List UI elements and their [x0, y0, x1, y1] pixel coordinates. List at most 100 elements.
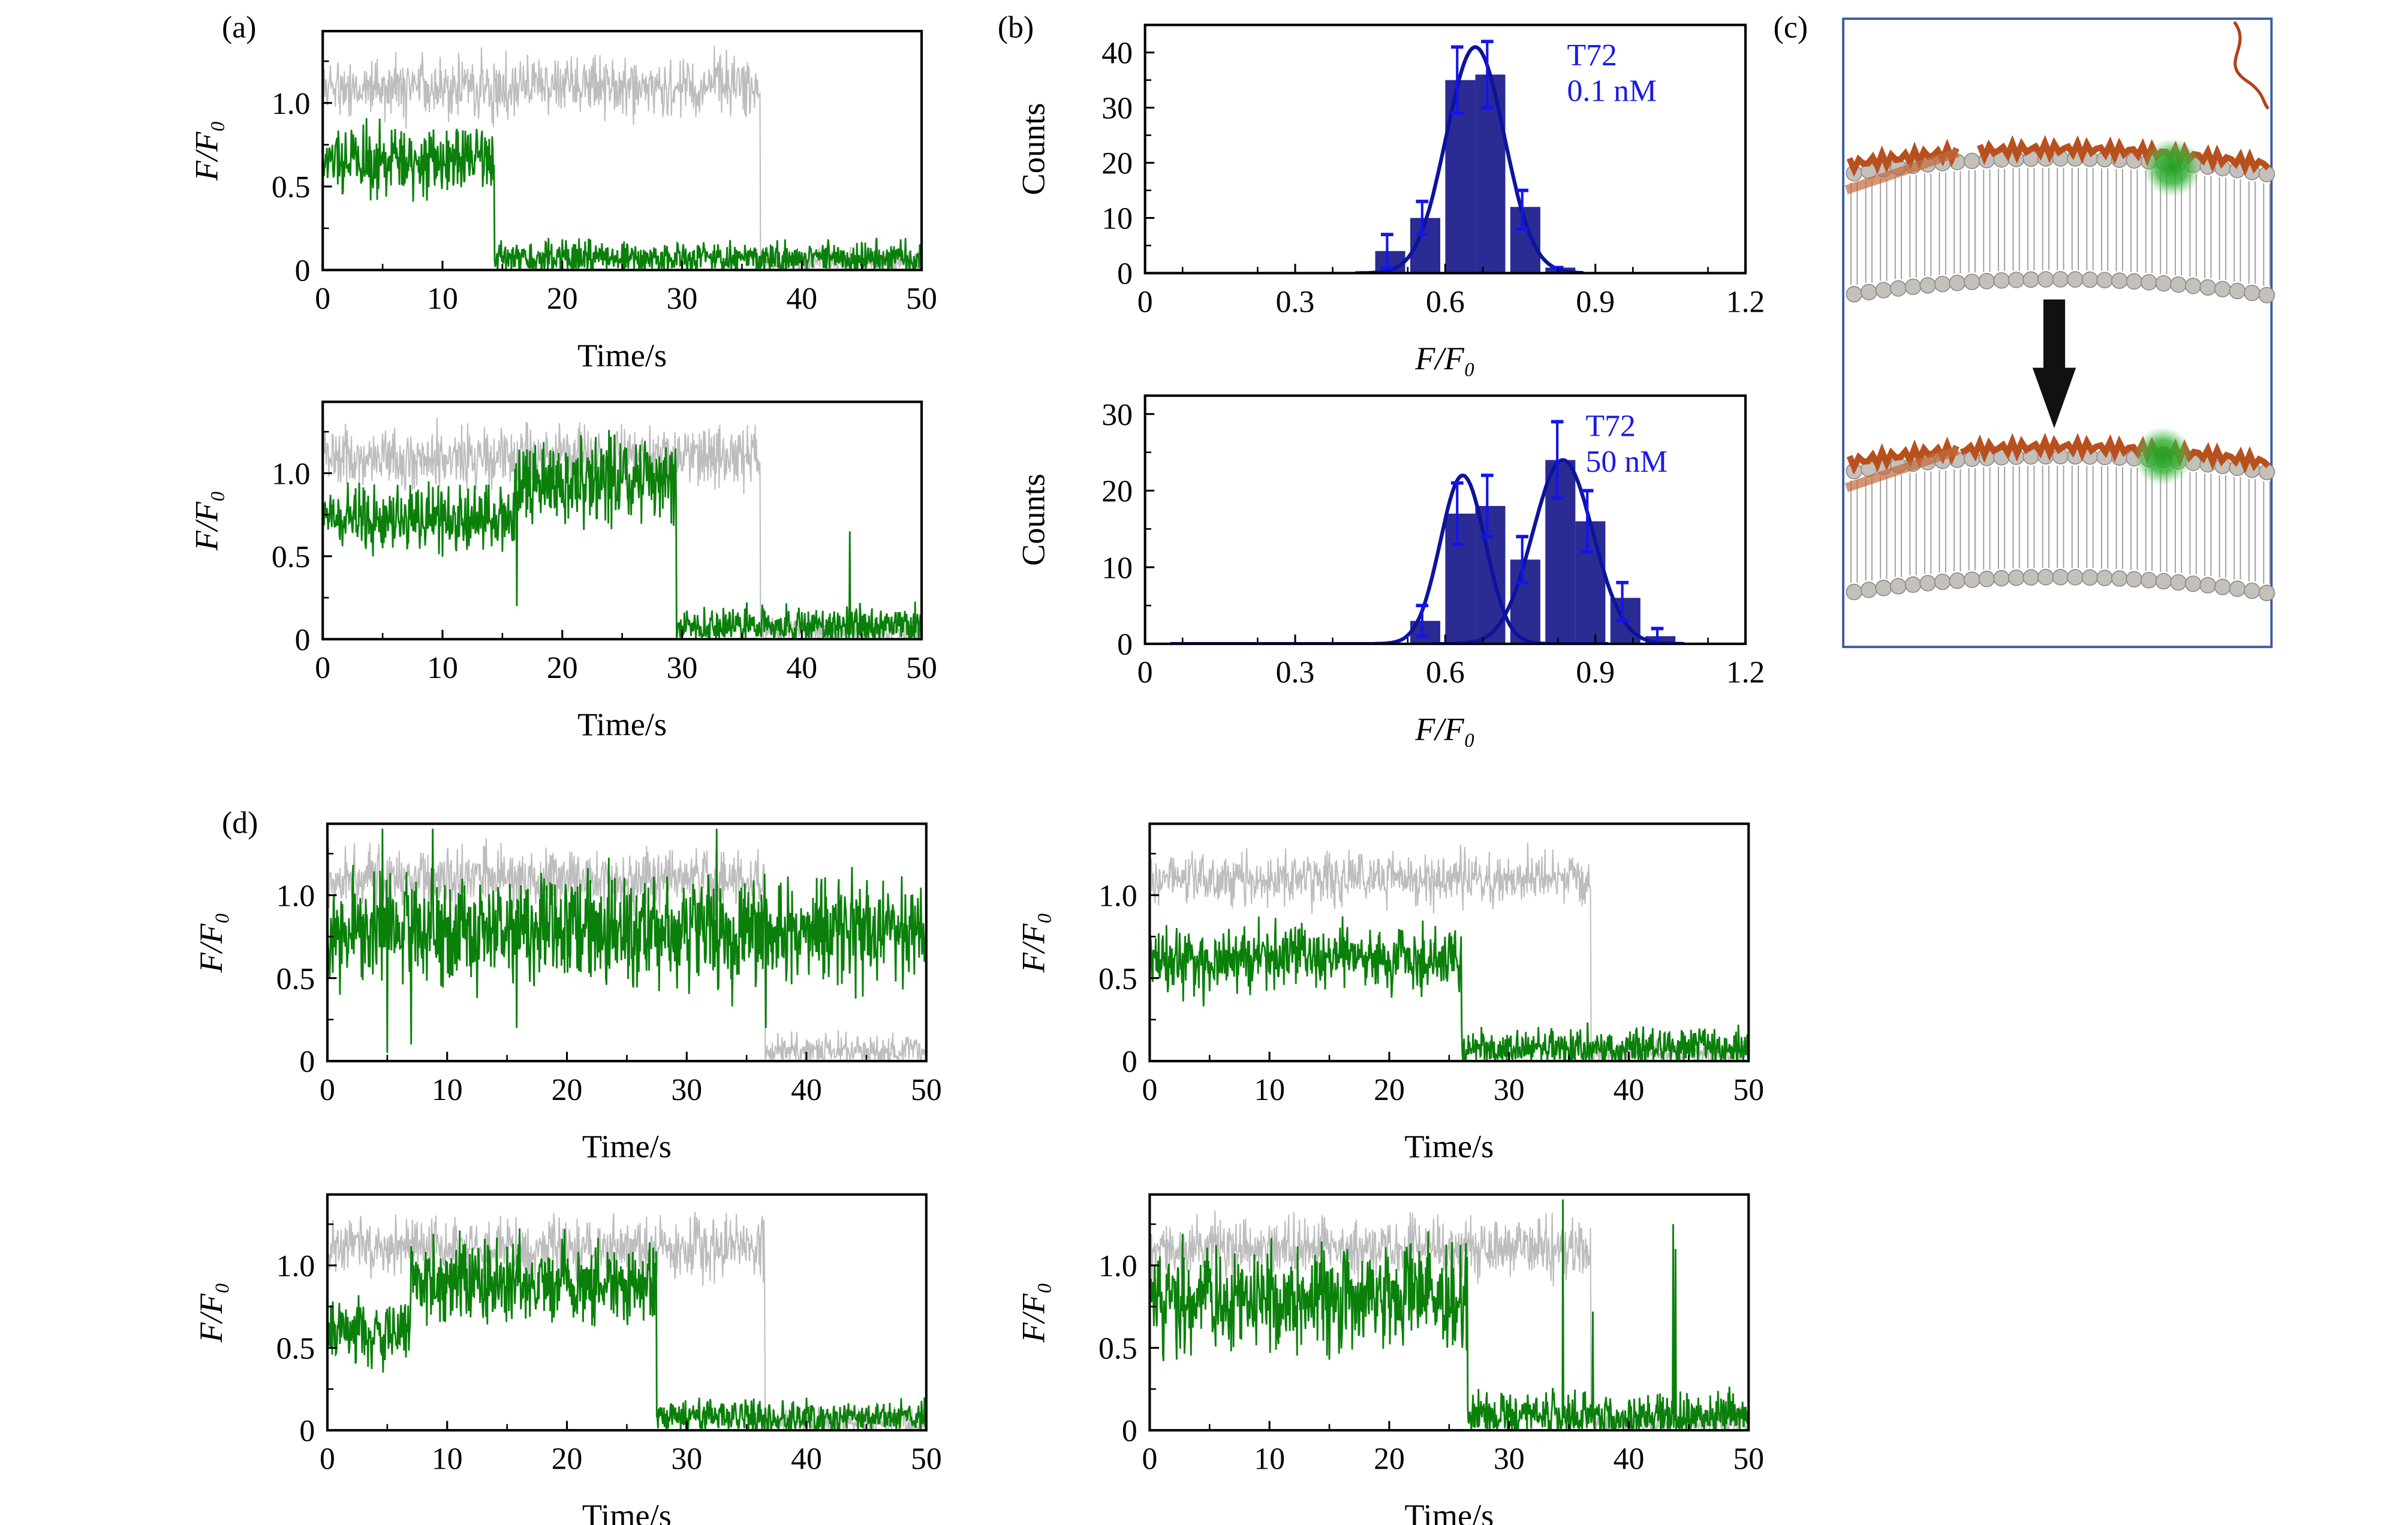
x-tick-label: 30 [1494, 1073, 1525, 1107]
error-bar [1516, 188, 1529, 231]
x-tick-label: 0 [1142, 1073, 1157, 1107]
fluorescence-trace-green [1149, 1199, 1749, 1430]
lipid-head [2155, 572, 2172, 590]
x-axis-label: F/F₀ [1414, 711, 1475, 747]
lipid-head [1993, 569, 2010, 587]
x-tick-label: 20 [547, 651, 578, 685]
lipid-head [2126, 571, 2142, 588]
peptide-helix [1846, 432, 2271, 475]
y-tick-label: 0 [1122, 1414, 1137, 1448]
error-bar [1651, 626, 1664, 644]
plot-area [1149, 1199, 1749, 1430]
y-axis-label: F/F₀ [1015, 912, 1051, 973]
y-tick-label: 0.5 [272, 540, 311, 574]
peptide-helix [1846, 135, 2271, 177]
error-bar [1581, 489, 1594, 554]
x-axis-label: Time/s [577, 707, 667, 743]
chart-d4: 0 10 20 30 40 50 0 0.5 1.0 Time/s F/F₀ [1015, 1193, 1764, 1525]
fluorescence-trace-green [327, 828, 926, 1053]
plot-area [323, 46, 922, 270]
lipid-head [2170, 574, 2187, 591]
lipid-head [1964, 571, 1980, 588]
lipid-bilayer-illustration [1844, 135, 2275, 601]
lipid-head [2022, 271, 2039, 288]
x-tick-label: 0 [1137, 285, 1153, 319]
reference-trace-gray [327, 1211, 926, 1430]
x-tick-label: 0 [315, 282, 330, 316]
x-tick-label: 50 [1733, 1073, 1764, 1107]
lipid-head [2081, 569, 2099, 586]
x-tick-label: 30 [671, 1442, 702, 1476]
y-tick-label: 1.0 [276, 1249, 315, 1283]
y-tick-label: 0 [1122, 1045, 1137, 1079]
histogram-bar [1545, 460, 1576, 644]
error-bar [1480, 474, 1494, 538]
y-axis-label: F/F₀ [193, 1282, 229, 1343]
x-tick-label: 50 [906, 651, 937, 685]
lipid-head [2141, 274, 2157, 291]
x-axis-label: Time/s [582, 1497, 672, 1525]
y-tick-label: 30 [1101, 92, 1133, 126]
plot-area [1355, 40, 1584, 273]
y-tick-label: 0 [299, 1045, 315, 1079]
x-tick-label: 10 [432, 1442, 463, 1476]
lipid-head [2214, 281, 2231, 298]
lipid-head [1964, 152, 1980, 170]
y-axis-label: Counts [1015, 474, 1051, 566]
fluorescence-trace-green [323, 430, 922, 640]
x-tick-label: 40 [786, 651, 817, 685]
y-tick-label: 0 [1117, 257, 1133, 291]
plot-area [1170, 420, 1685, 644]
x-tick-label: 0.9 [1576, 656, 1615, 690]
panel-label-a: (a) [222, 10, 256, 44]
lipid-head [1949, 275, 1966, 291]
histogram-bar [1510, 559, 1540, 644]
plot-frame [321, 29, 923, 272]
y-axis-label: F/F₀ [188, 120, 224, 181]
lipid-head [2258, 287, 2275, 304]
y-axis-label: F/F₀ [193, 912, 229, 973]
peptide-tail-icon [2233, 20, 2270, 110]
x-tick-label: 20 [1374, 1442, 1405, 1476]
lipid-head [2096, 569, 2113, 586]
lipid-head [1875, 282, 1892, 299]
x-axis-label: F/F₀ [1414, 340, 1475, 376]
x-tick-label: 40 [1614, 1073, 1645, 1107]
x-tick-label: 0.6 [1426, 285, 1465, 319]
x-tick-label: 0 [320, 1442, 335, 1476]
lipid-head [2067, 271, 2084, 288]
y-tick-label: 1.0 [1098, 879, 1137, 913]
lipid-head [2111, 272, 2128, 289]
x-tick-label: 50 [1733, 1442, 1764, 1476]
annotation-label: 0.1 nM [1567, 74, 1657, 108]
x-tick-label: 0.3 [1276, 656, 1315, 690]
y-tick-label: 0.5 [276, 1332, 315, 1366]
histogram-bar [1475, 74, 1506, 273]
y-tick-label: 1.0 [276, 879, 315, 913]
reference-trace-gray [1149, 1210, 1749, 1430]
y-tick-label: 1.0 [1098, 1249, 1137, 1283]
error-bar [1450, 481, 1464, 546]
histogram-bar [1445, 513, 1476, 644]
x-tick-label: 40 [1614, 1442, 1645, 1476]
lipid-head [2155, 275, 2172, 292]
plot-area [327, 828, 926, 1062]
y-tick-label: 0.5 [272, 170, 311, 204]
lipid-head [2184, 575, 2202, 592]
y-tick-label: 0 [299, 1414, 315, 1448]
lipid-head [1904, 278, 1922, 296]
lipid-head [2081, 271, 2099, 288]
x-tick-label: 0 [1137, 656, 1153, 690]
lipid-head [1919, 277, 1936, 294]
x-axis-label: Time/s [577, 337, 667, 373]
x-tick-label: 0 [315, 651, 330, 685]
lipid-head [2022, 569, 2039, 586]
x-tick-label: 0.3 [1276, 285, 1315, 319]
error-bar [1416, 200, 1429, 237]
plot-area [327, 1211, 926, 1430]
y-tick-label: 10 [1101, 551, 1133, 585]
x-tick-label: 20 [1374, 1073, 1405, 1107]
error-bar [1551, 420, 1564, 501]
y-tick-label: 0.5 [1098, 962, 1137, 996]
error-bar [1381, 233, 1393, 270]
